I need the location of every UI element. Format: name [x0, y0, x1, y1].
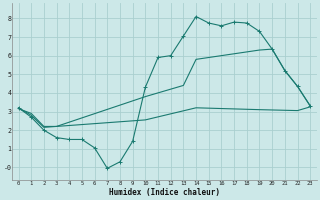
X-axis label: Humidex (Indice chaleur): Humidex (Indice chaleur)	[109, 188, 220, 197]
